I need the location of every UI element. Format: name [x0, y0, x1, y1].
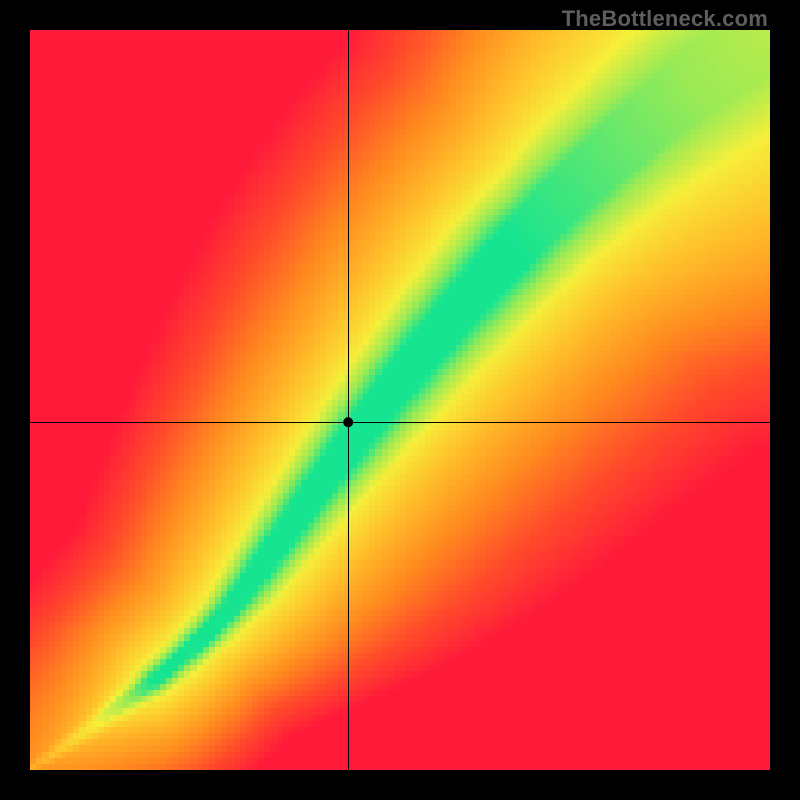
watermark-text: TheBottleneck.com: [562, 6, 768, 32]
chart-container: TheBottleneck.com: [0, 0, 800, 800]
crosshair-overlay: [30, 30, 770, 770]
